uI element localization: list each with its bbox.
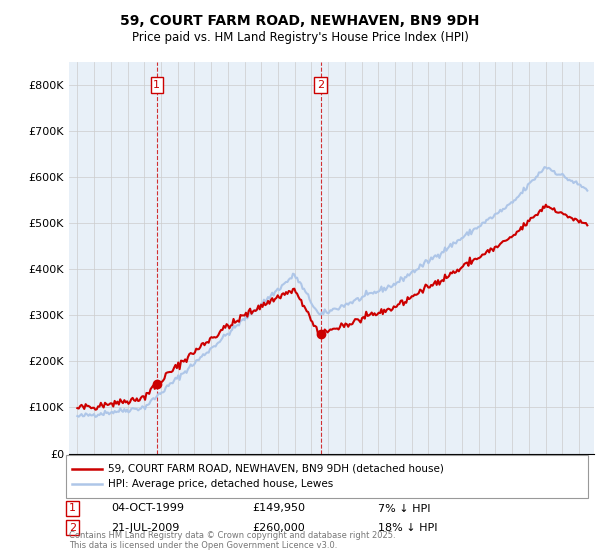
Text: 21-JUL-2009: 21-JUL-2009: [111, 522, 179, 533]
Text: £260,000: £260,000: [252, 522, 305, 533]
Text: 59, COURT FARM ROAD, NEWHAVEN, BN9 9DH: 59, COURT FARM ROAD, NEWHAVEN, BN9 9DH: [121, 14, 479, 28]
Text: 7% ↓ HPI: 7% ↓ HPI: [378, 503, 431, 514]
Text: 2: 2: [69, 522, 76, 533]
Text: 1: 1: [153, 80, 160, 90]
Text: £149,950: £149,950: [252, 503, 305, 514]
Text: HPI: Average price, detached house, Lewes: HPI: Average price, detached house, Lewe…: [108, 479, 333, 489]
Text: 18% ↓ HPI: 18% ↓ HPI: [378, 522, 437, 533]
Text: 04-OCT-1999: 04-OCT-1999: [111, 503, 184, 514]
Text: 1: 1: [69, 503, 76, 514]
Text: 2: 2: [317, 80, 324, 90]
Text: 59, COURT FARM ROAD, NEWHAVEN, BN9 9DH (detached house): 59, COURT FARM ROAD, NEWHAVEN, BN9 9DH (…: [108, 464, 444, 474]
Text: Contains HM Land Registry data © Crown copyright and database right 2025.
This d: Contains HM Land Registry data © Crown c…: [69, 530, 395, 550]
Text: Price paid vs. HM Land Registry's House Price Index (HPI): Price paid vs. HM Land Registry's House …: [131, 31, 469, 44]
